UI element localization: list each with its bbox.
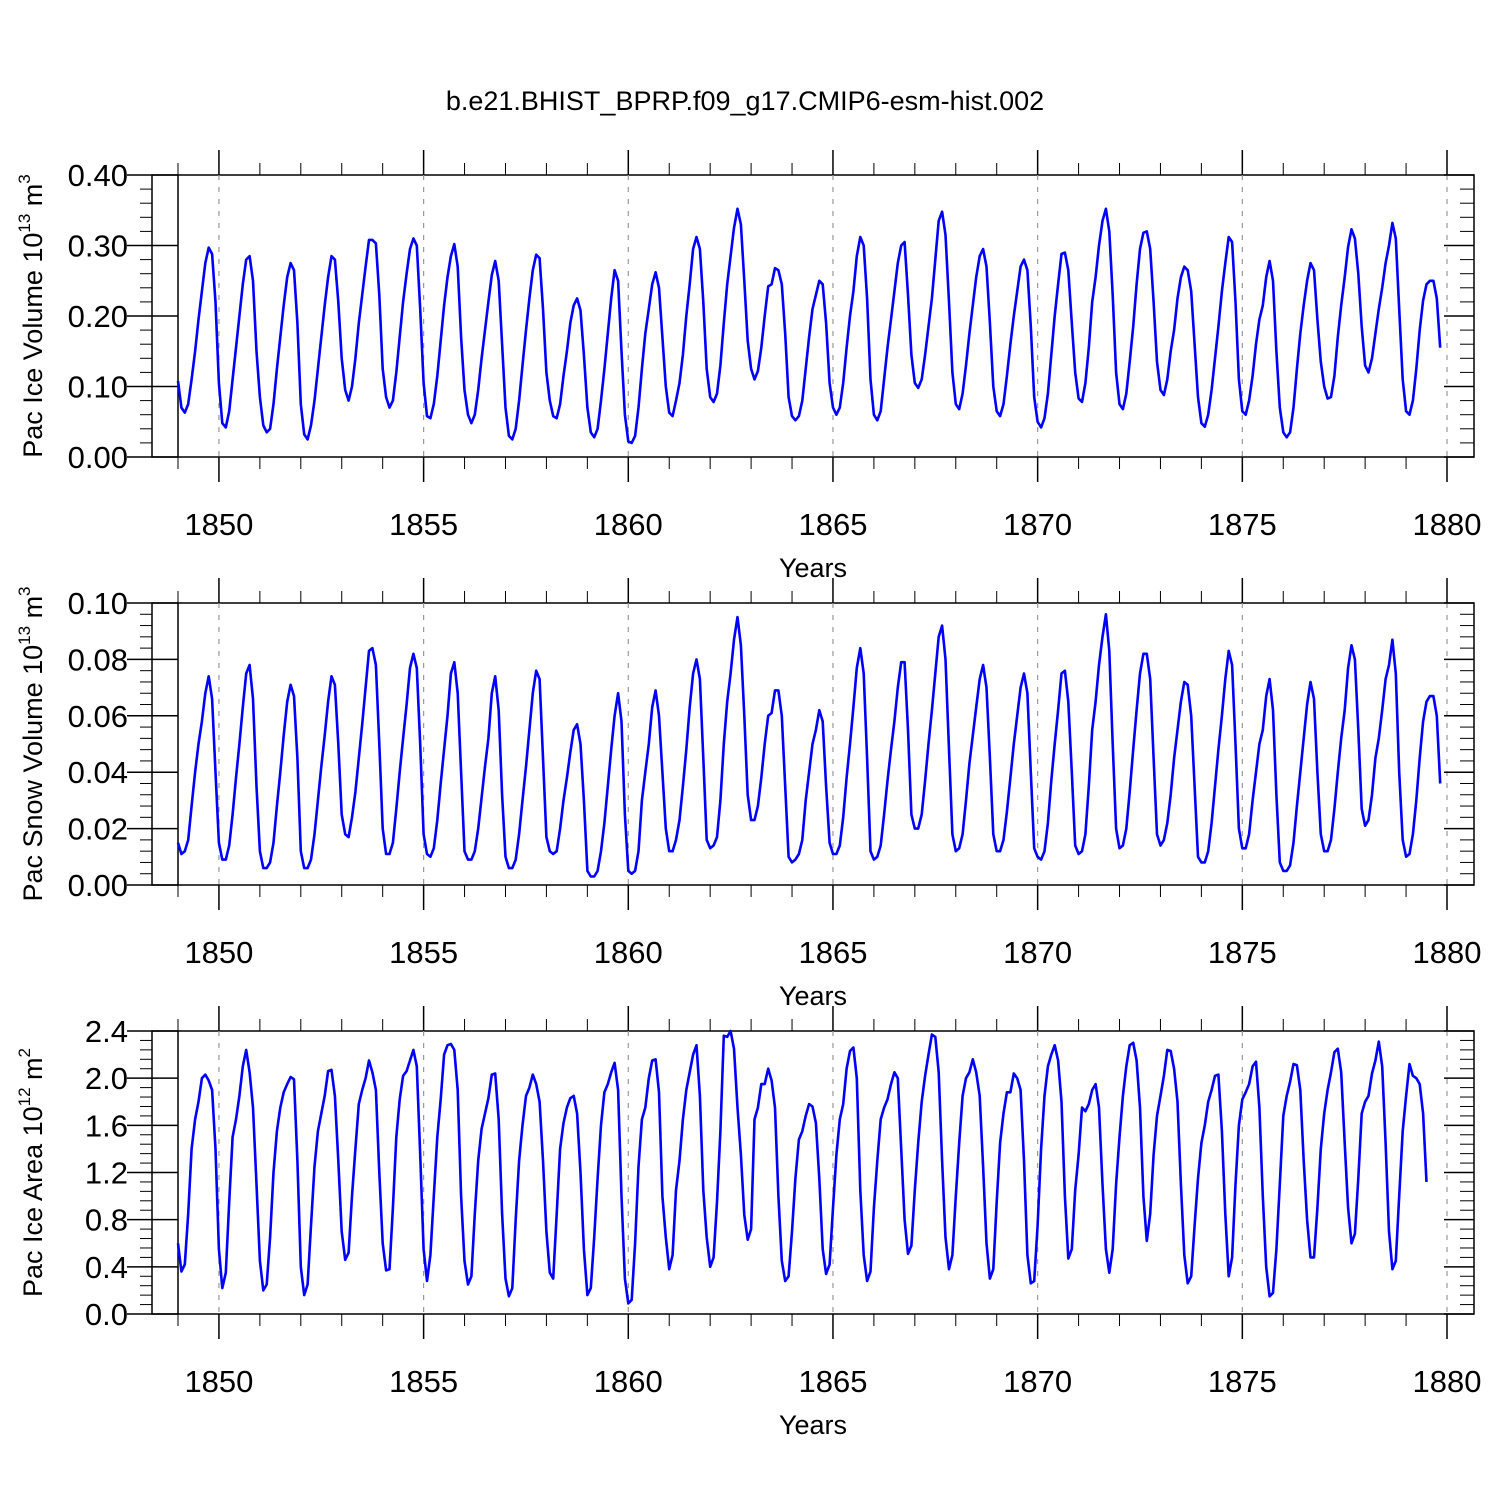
panel-snow-volume: 1850 1855 1860 1865 1870 1875 1880 0.00 0.02 0.04… xyxy=(15,578,1481,1011)
x-axis-label: Years xyxy=(779,981,847,1011)
series-line xyxy=(176,207,1442,445)
y-tick-label: 0.30 xyxy=(68,229,128,264)
x-tick-label: 1870 xyxy=(1003,507,1072,542)
x-tick-label: 1870 xyxy=(1003,1364,1072,1399)
y-tick-label: 2.0 xyxy=(85,1061,128,1096)
y-axis-label-exponent: 3 xyxy=(15,586,34,595)
y-axis-label-exponent: 12 xyxy=(15,1087,34,1106)
x-tick-label: 1865 xyxy=(798,507,867,542)
y-axis-label-part: Pac Ice Volume 10 xyxy=(18,233,48,458)
x-tick-label: 1880 xyxy=(1413,1364,1482,1399)
x-tick-label: 1875 xyxy=(1208,1364,1277,1399)
y-tick-label: 1.6 xyxy=(85,1108,128,1143)
x-tick-label: 1880 xyxy=(1413,935,1482,970)
y-tick-label: 0.0 xyxy=(85,1297,128,1332)
x-tick-label: 1850 xyxy=(184,507,253,542)
panel-ice-area: 1850 1855 1860 1865 1870 1875 1880 0.0 0.4 0.8 1.2… xyxy=(15,1006,1481,1440)
y-tick-label: 0.8 xyxy=(85,1203,128,1238)
y-axis-label: Pac Ice Area 1012 m2 xyxy=(15,1048,48,1297)
x-tick-label: 1865 xyxy=(798,1364,867,1399)
y-tick-label: 0.06 xyxy=(68,699,128,734)
x-tick-label: 1855 xyxy=(389,507,458,542)
x-axis-label: Years xyxy=(779,1410,847,1440)
y-axis-label: Pac Ice Volume 1013 m3 xyxy=(15,174,48,458)
y-axis-label-exponent: 13 xyxy=(15,214,34,233)
y-axis-label-part: Pac Ice Area 10 xyxy=(18,1106,48,1297)
x-tick-label: 1860 xyxy=(594,507,663,542)
panel-ice-volume: 1850 1855 1860 1865 1870 1875 1880 0.00 0.10 0.20… xyxy=(15,150,1481,583)
y-tick-label: 0.20 xyxy=(68,299,128,334)
x-tick-label: 1875 xyxy=(1208,935,1277,970)
y-tick-label: 0.00 xyxy=(68,868,128,903)
x-axis-label: Years xyxy=(779,553,847,583)
y-tick-label: 1.2 xyxy=(85,1156,128,1191)
series-line xyxy=(176,1029,1428,1305)
x-tick-label: 1875 xyxy=(1208,507,1277,542)
x-tick-label: 1860 xyxy=(594,935,663,970)
y-axis-label-part: m xyxy=(18,596,48,626)
y-tick-label: 0.02 xyxy=(68,812,128,847)
y-axis-label-exponent: 3 xyxy=(15,174,34,183)
x-tick-label: 1850 xyxy=(184,935,253,970)
x-tick-label: 1870 xyxy=(1003,935,1072,970)
x-tick-label: 1880 xyxy=(1413,507,1482,542)
y-tick-label: 0.10 xyxy=(68,370,128,405)
y-tick-label: 0.40 xyxy=(68,158,128,193)
y-axis-label-part: m xyxy=(18,1057,48,1087)
y-tick-label: 0.00 xyxy=(68,440,128,475)
y-axis-label: Pac Snow Volume 1013 m3 xyxy=(15,586,48,901)
y-tick-label: 0.4 xyxy=(85,1250,128,1285)
y-tick-label: 2.4 xyxy=(85,1014,128,1049)
y-tick-label: 0.10 xyxy=(68,586,128,621)
y-axis-label-part: m xyxy=(18,184,48,214)
x-tick-label: 1855 xyxy=(389,935,458,970)
x-tick-label: 1865 xyxy=(798,935,867,970)
y-axis-label-part: Pac Snow Volume 10 xyxy=(18,645,48,902)
y-tick-label: 0.04 xyxy=(68,755,128,790)
x-tick-label: 1855 xyxy=(389,1364,458,1399)
x-tick-label: 1850 xyxy=(184,1364,253,1399)
chart-title: b.e21.BHIST_BPRP.f09_g17.CMIP6-esm-hist.… xyxy=(446,86,1044,116)
series-line xyxy=(176,612,1442,878)
x-tick-label: 1860 xyxy=(594,1364,663,1399)
plot-frame xyxy=(151,602,1475,886)
y-tick-label: 0.08 xyxy=(68,642,128,677)
y-axis-label-exponent: 13 xyxy=(15,626,34,645)
y-axis-label-exponent: 2 xyxy=(15,1048,34,1057)
